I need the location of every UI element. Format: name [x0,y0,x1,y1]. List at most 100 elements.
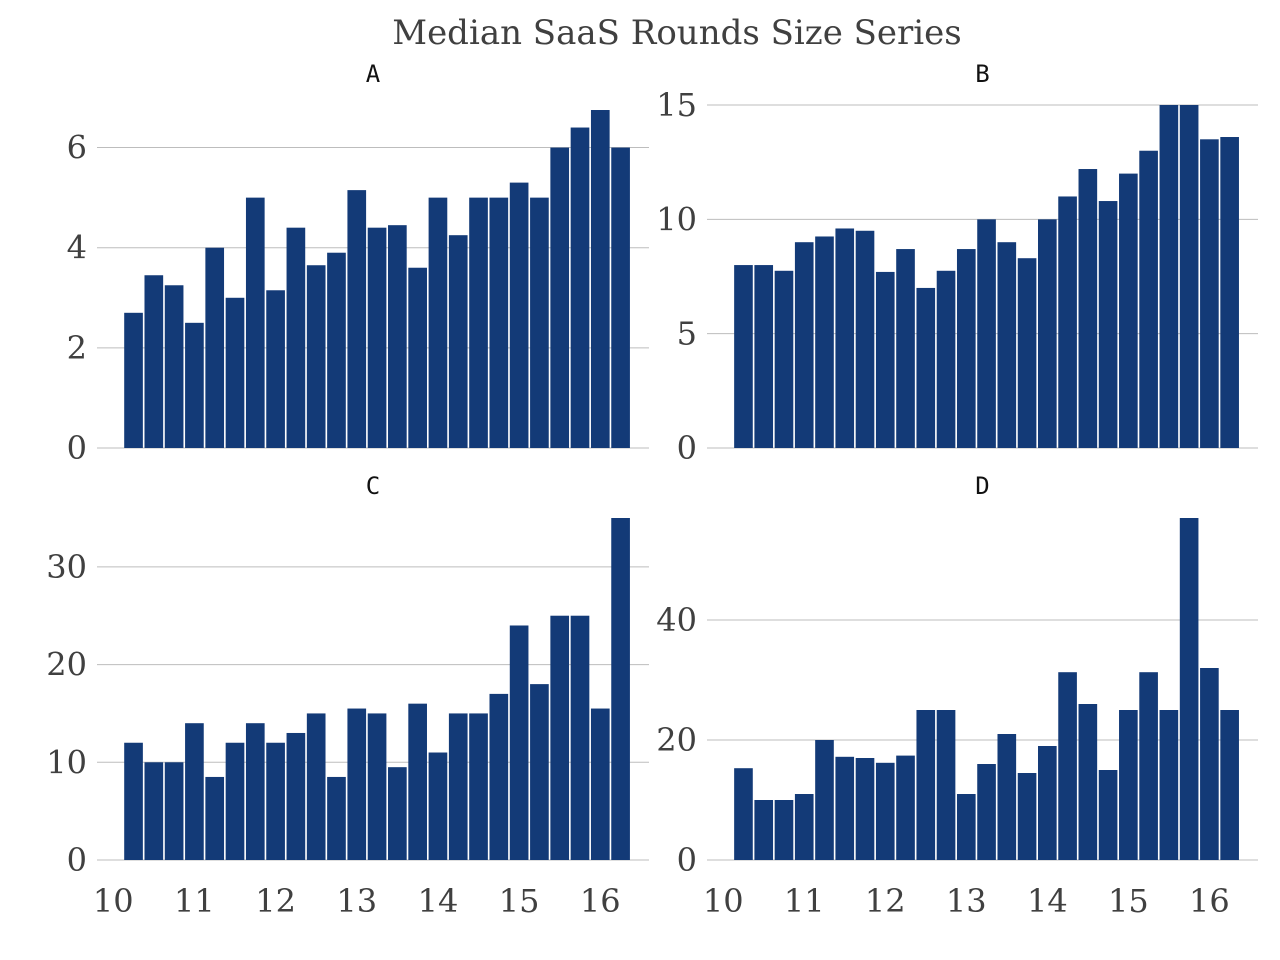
y-tick-label: 15 [656,86,697,124]
y-tick-label: 5 [677,315,697,353]
bar [1139,672,1158,860]
bar [428,752,448,860]
x-tick-label: 12 [865,882,906,920]
bar [327,252,346,448]
bar [815,236,834,448]
bar [448,235,468,448]
bar [408,267,427,448]
bar [956,794,976,860]
bar [124,312,143,448]
bar [266,742,285,860]
bar [1179,105,1199,448]
y-tick-label: 0 [67,841,87,879]
bar [550,147,570,448]
bar [347,190,367,448]
bar [164,285,184,448]
y-tick-label: 10 [46,743,87,781]
bar [530,197,549,448]
y-tick-label: 6 [67,129,87,167]
x-tick-label: 13 [946,882,987,920]
bar [1038,219,1057,448]
y-tick-label: 40 [656,601,697,639]
bar [550,615,570,860]
x-tick-label: 15 [499,882,540,920]
bar [469,197,488,448]
bar [977,764,996,860]
bar [388,225,407,448]
bar [428,197,448,448]
bar [936,710,956,860]
y-tick-label: 20 [46,646,87,684]
bar [611,147,630,448]
bar [1119,173,1138,448]
bar [225,297,245,448]
bar [611,518,630,860]
bar [855,758,875,860]
x-tick-label: 14 [1027,882,1068,920]
bar [124,742,143,860]
bar [1017,773,1037,860]
bar [896,249,915,448]
bar [205,247,225,448]
bar [266,290,285,448]
y-tick-label: 0 [677,429,697,467]
bar [875,762,895,860]
bar [835,756,855,860]
x-tick-label: 10 [703,882,744,920]
bar [774,270,794,448]
bar [286,227,306,448]
bar [1200,139,1219,449]
bar [530,684,549,860]
bar [1179,518,1199,860]
bar [590,708,610,860]
bar [590,110,610,449]
bar [734,768,753,860]
bar [835,228,855,448]
bar [205,776,225,860]
panel-title: D [975,472,989,500]
y-tick-label: 2 [67,329,87,367]
bar [225,742,245,860]
bar [815,740,834,860]
bar [1098,201,1118,448]
y-tick-label: 30 [46,548,87,586]
bar [570,127,590,449]
bar [1078,704,1098,860]
bar [327,776,346,860]
bar [1038,746,1057,860]
bar [1220,137,1239,448]
bar [794,794,814,860]
panel-title: A [366,60,381,88]
bar [956,249,976,448]
bar [245,197,265,448]
bar [1119,710,1138,860]
bar [1139,150,1158,448]
x-tick-label: 16 [580,882,621,920]
bar [754,265,774,448]
x-tick-label: 10 [93,882,134,920]
bar [367,713,387,860]
bar [448,713,468,860]
bar [977,219,996,448]
bar [185,723,204,860]
bar [774,800,794,860]
bar [997,734,1017,860]
bar [916,710,936,860]
panel-d: D 0 20 40 10 11 12 13 14 15 16 [656,472,1258,920]
chart-title: Median SaaS Rounds Size Series [392,13,961,53]
bar [347,708,367,860]
bar [306,713,326,860]
y-tick-label: 20 [656,721,697,759]
bar [1017,258,1037,448]
bar [1058,672,1077,860]
bar [1200,668,1219,860]
bar [754,800,774,860]
bar [1159,105,1179,448]
bar [570,615,590,860]
bar [469,713,488,860]
bar [367,227,387,448]
x-tick-label: 15 [1108,882,1149,920]
